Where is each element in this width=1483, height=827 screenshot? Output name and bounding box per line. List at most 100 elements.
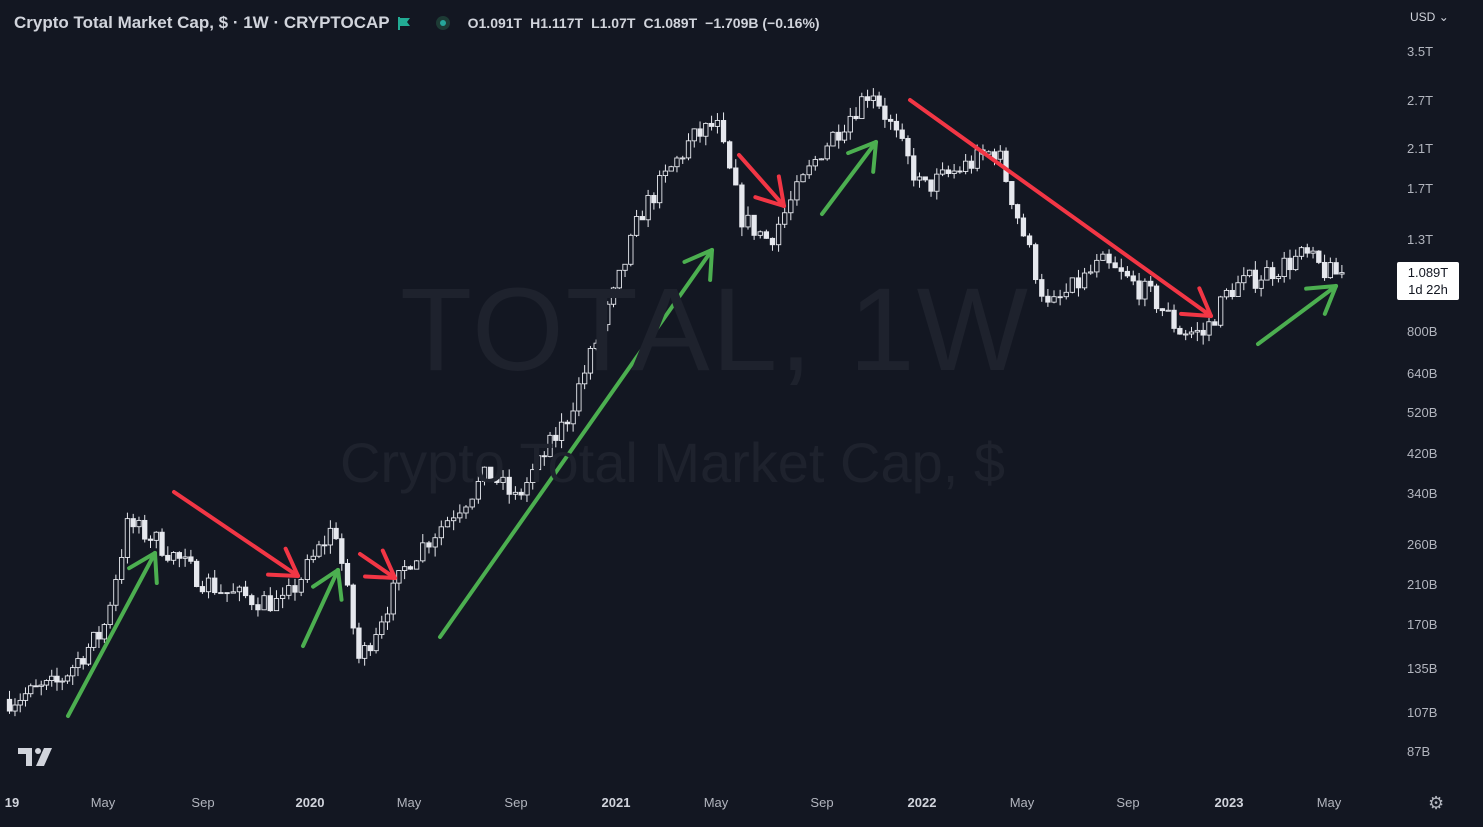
time-axis-tick: Sep	[810, 795, 834, 810]
down-trend-arrow[interactable]	[908, 98, 1213, 318]
candle-body	[438, 526, 444, 539]
bar-countdown: 1d 22h	[1408, 282, 1448, 297]
symbol-title[interactable]: Crypto Total Market Cap, $ · 1W · CRYPTO…	[14, 13, 390, 32]
ohlc-values: O1.091T H1.117T L1.07T C1.089T −1.709B (…	[468, 15, 820, 31]
candle-body	[651, 194, 657, 204]
time-axis-tick: May	[1009, 795, 1035, 810]
price-axis-tick: 170B	[1407, 617, 1438, 632]
candle-body	[230, 591, 236, 594]
down-trend-arrow[interactable]	[358, 548, 397, 580]
candle-body	[841, 131, 848, 141]
price-axis-tick: 87B	[1407, 744, 1431, 759]
candle-body	[1063, 291, 1069, 298]
up-trend-arrow[interactable]	[1256, 284, 1338, 346]
candle-body	[1270, 267, 1276, 280]
ohlc-open: O1.091T	[467, 15, 523, 31]
candle-body	[751, 214, 757, 236]
candle-body	[286, 585, 292, 596]
price-axis-tick: 260B	[1407, 537, 1438, 552]
candle-body	[633, 216, 640, 236]
candle-body	[1136, 280, 1142, 300]
candle-body	[957, 170, 963, 173]
candle-body	[708, 122, 715, 127]
candle-body	[1223, 289, 1230, 298]
candle-body	[593, 342, 599, 349]
candle-body	[1020, 217, 1027, 237]
candle-body	[1310, 250, 1316, 254]
candle-body	[142, 519, 148, 540]
candle-body	[481, 466, 488, 482]
candle-body	[1188, 331, 1195, 335]
candle-body	[657, 175, 663, 204]
candle-body	[1177, 327, 1183, 335]
price-axis-tick: 135B	[1407, 661, 1438, 676]
time-axis-tick: May	[396, 795, 422, 810]
candle-body	[1026, 235, 1033, 246]
green-flag-icon[interactable]	[397, 17, 410, 30]
candle-body	[432, 537, 438, 548]
candle-body	[130, 518, 136, 528]
candle-body	[413, 560, 420, 570]
candle-body	[1316, 250, 1322, 263]
candle-body	[22, 693, 29, 701]
candle-body	[1124, 270, 1131, 277]
candle-body	[500, 476, 506, 483]
ohlc-low: L1.07T	[591, 15, 636, 31]
candle-body	[80, 658, 86, 665]
candle-body	[1039, 279, 1045, 297]
candle-body	[714, 120, 721, 127]
candle-body	[1293, 255, 1299, 271]
market-open-dot-icon	[435, 16, 450, 30]
candle-body	[101, 624, 107, 640]
candle-body	[361, 645, 368, 659]
candle-body	[812, 159, 818, 167]
gear-icon[interactable]: ⚙	[1428, 793, 1445, 813]
candle-body	[267, 595, 273, 612]
last-price-value: 1.089T	[1407, 265, 1449, 280]
candle-body	[1106, 253, 1112, 264]
candle-body	[218, 592, 224, 595]
candle-body	[1298, 247, 1305, 257]
candle-body	[488, 466, 494, 480]
candle-body	[64, 675, 71, 682]
up-trend-arrow[interactable]	[301, 568, 344, 648]
description-watermark: Crypto Total Market Cap, $	[340, 431, 1006, 494]
candle-body	[541, 455, 547, 458]
candle-body	[553, 434, 559, 441]
candle-body	[1100, 253, 1106, 261]
candle-body	[691, 128, 697, 142]
candle-body	[876, 95, 882, 107]
up-trend-arrow[interactable]	[66, 551, 159, 718]
tradingview-logo-icon[interactable]	[18, 746, 58, 773]
time-axis-tick: 19	[4, 795, 20, 810]
candle-body	[888, 118, 894, 122]
price-axis-tick: 1.7T	[1407, 181, 1434, 196]
candle-body	[922, 176, 928, 181]
candle-body	[911, 155, 917, 181]
candle-body	[806, 165, 812, 176]
candle-body	[194, 560, 200, 587]
up-trend-arrow[interactable]	[820, 140, 878, 216]
symbol-watermark: TOTAL, 1W	[400, 264, 1030, 396]
down-trend-arrow[interactable]	[172, 490, 300, 578]
candle-body	[310, 555, 316, 561]
candle-body	[279, 594, 286, 599]
chart-legend-header: Crypto Total Market Cap, $ · 1W · CRYPTO…	[14, 11, 820, 35]
candle-body	[6, 698, 13, 712]
candle-body	[316, 544, 322, 557]
up-trend-arrow[interactable]	[438, 248, 714, 639]
down-trend-arrow[interactable]	[737, 153, 786, 208]
candle-body	[1142, 280, 1148, 300]
candle-body	[261, 595, 267, 611]
price-axis-tick: 2.1T	[1407, 141, 1434, 156]
candle-body	[182, 556, 188, 559]
ohlc-change: −1.709B (−0.16%)	[705, 15, 820, 31]
candle-body	[147, 538, 154, 541]
candle-body	[59, 680, 65, 683]
candle-body	[159, 531, 165, 556]
candle-body	[934, 173, 940, 192]
candle-body	[824, 145, 830, 160]
currency-selector[interactable]: USD ⌄	[1410, 10, 1449, 24]
candle-body	[444, 520, 451, 528]
